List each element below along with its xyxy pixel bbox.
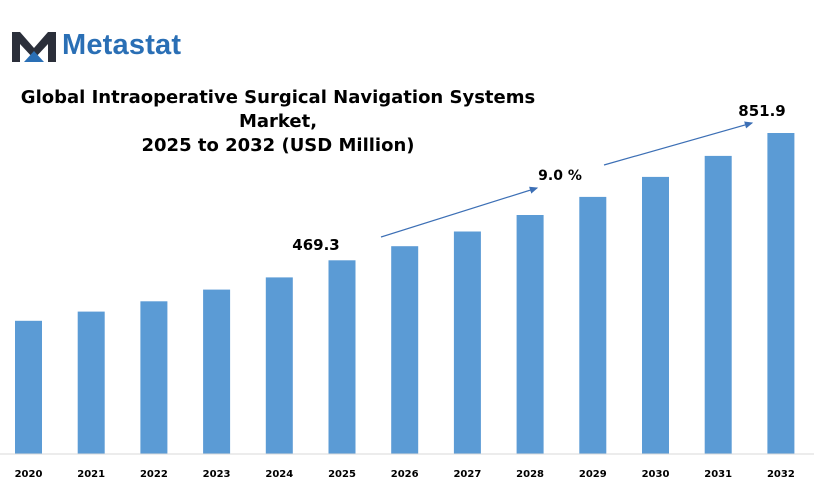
bar-2031 bbox=[704, 155, 732, 454]
x-tick-label-2022: 2022 bbox=[140, 469, 168, 480]
x-axis-labels: 2020 2021 2022 2023 2024 2025 2026 2027 2028 2029… bbox=[15, 469, 795, 480]
chart-title: Global Intraoperative Surgical Navigatio… bbox=[20, 86, 536, 158]
chart-title-line-1: Global Intraoperative Surgical Navigatio… bbox=[20, 87, 536, 132]
x-tick-label-2028: 2028 bbox=[516, 469, 544, 480]
trend-arrow-1 bbox=[380, 186, 539, 238]
x-tick-label-2020: 2020 bbox=[15, 469, 43, 480]
x-tick-label-2026: 2026 bbox=[391, 469, 419, 480]
x-tick-label-2021: 2021 bbox=[77, 469, 105, 480]
bar-2022 bbox=[140, 301, 168, 454]
bar-2028 bbox=[516, 215, 544, 454]
chart-title-line-2: 2025 to 2032 (USD Million) bbox=[141, 135, 415, 156]
bar-2020 bbox=[15, 320, 42, 454]
metastat-logo-icon bbox=[12, 32, 56, 62]
start-value-label: 469.3 bbox=[292, 236, 339, 254]
bar-2026 bbox=[391, 246, 419, 454]
bar-2025 bbox=[328, 260, 356, 454]
bar-2024 bbox=[265, 277, 293, 454]
bar-2023 bbox=[203, 289, 231, 454]
x-tick-label-2023: 2023 bbox=[203, 469, 231, 480]
bar-2029 bbox=[579, 196, 607, 454]
bar-2030 bbox=[642, 176, 669, 454]
bar-2027 bbox=[453, 231, 481, 454]
x-tick-label-2029: 2029 bbox=[579, 469, 607, 480]
cagr-label: 9.0 % bbox=[538, 168, 582, 184]
trend-arrow-2 bbox=[603, 121, 754, 166]
brand-name: Metastat bbox=[62, 29, 182, 61]
bar-2032 bbox=[767, 133, 795, 454]
end-value-label: 851.9 bbox=[738, 102, 785, 120]
x-tick-label-2025: 2025 bbox=[328, 469, 356, 480]
bars-group bbox=[15, 133, 795, 454]
x-tick-label-2032: 2032 bbox=[767, 469, 795, 480]
bar-2021 bbox=[77, 311, 105, 454]
x-tick-label-2027: 2027 bbox=[453, 469, 481, 480]
x-tick-label-2031: 2031 bbox=[704, 469, 732, 480]
x-tick-label-2030: 2030 bbox=[642, 469, 670, 480]
x-tick-label-2024: 2024 bbox=[265, 469, 293, 480]
brand-logo: Metastat bbox=[10, 26, 220, 70]
